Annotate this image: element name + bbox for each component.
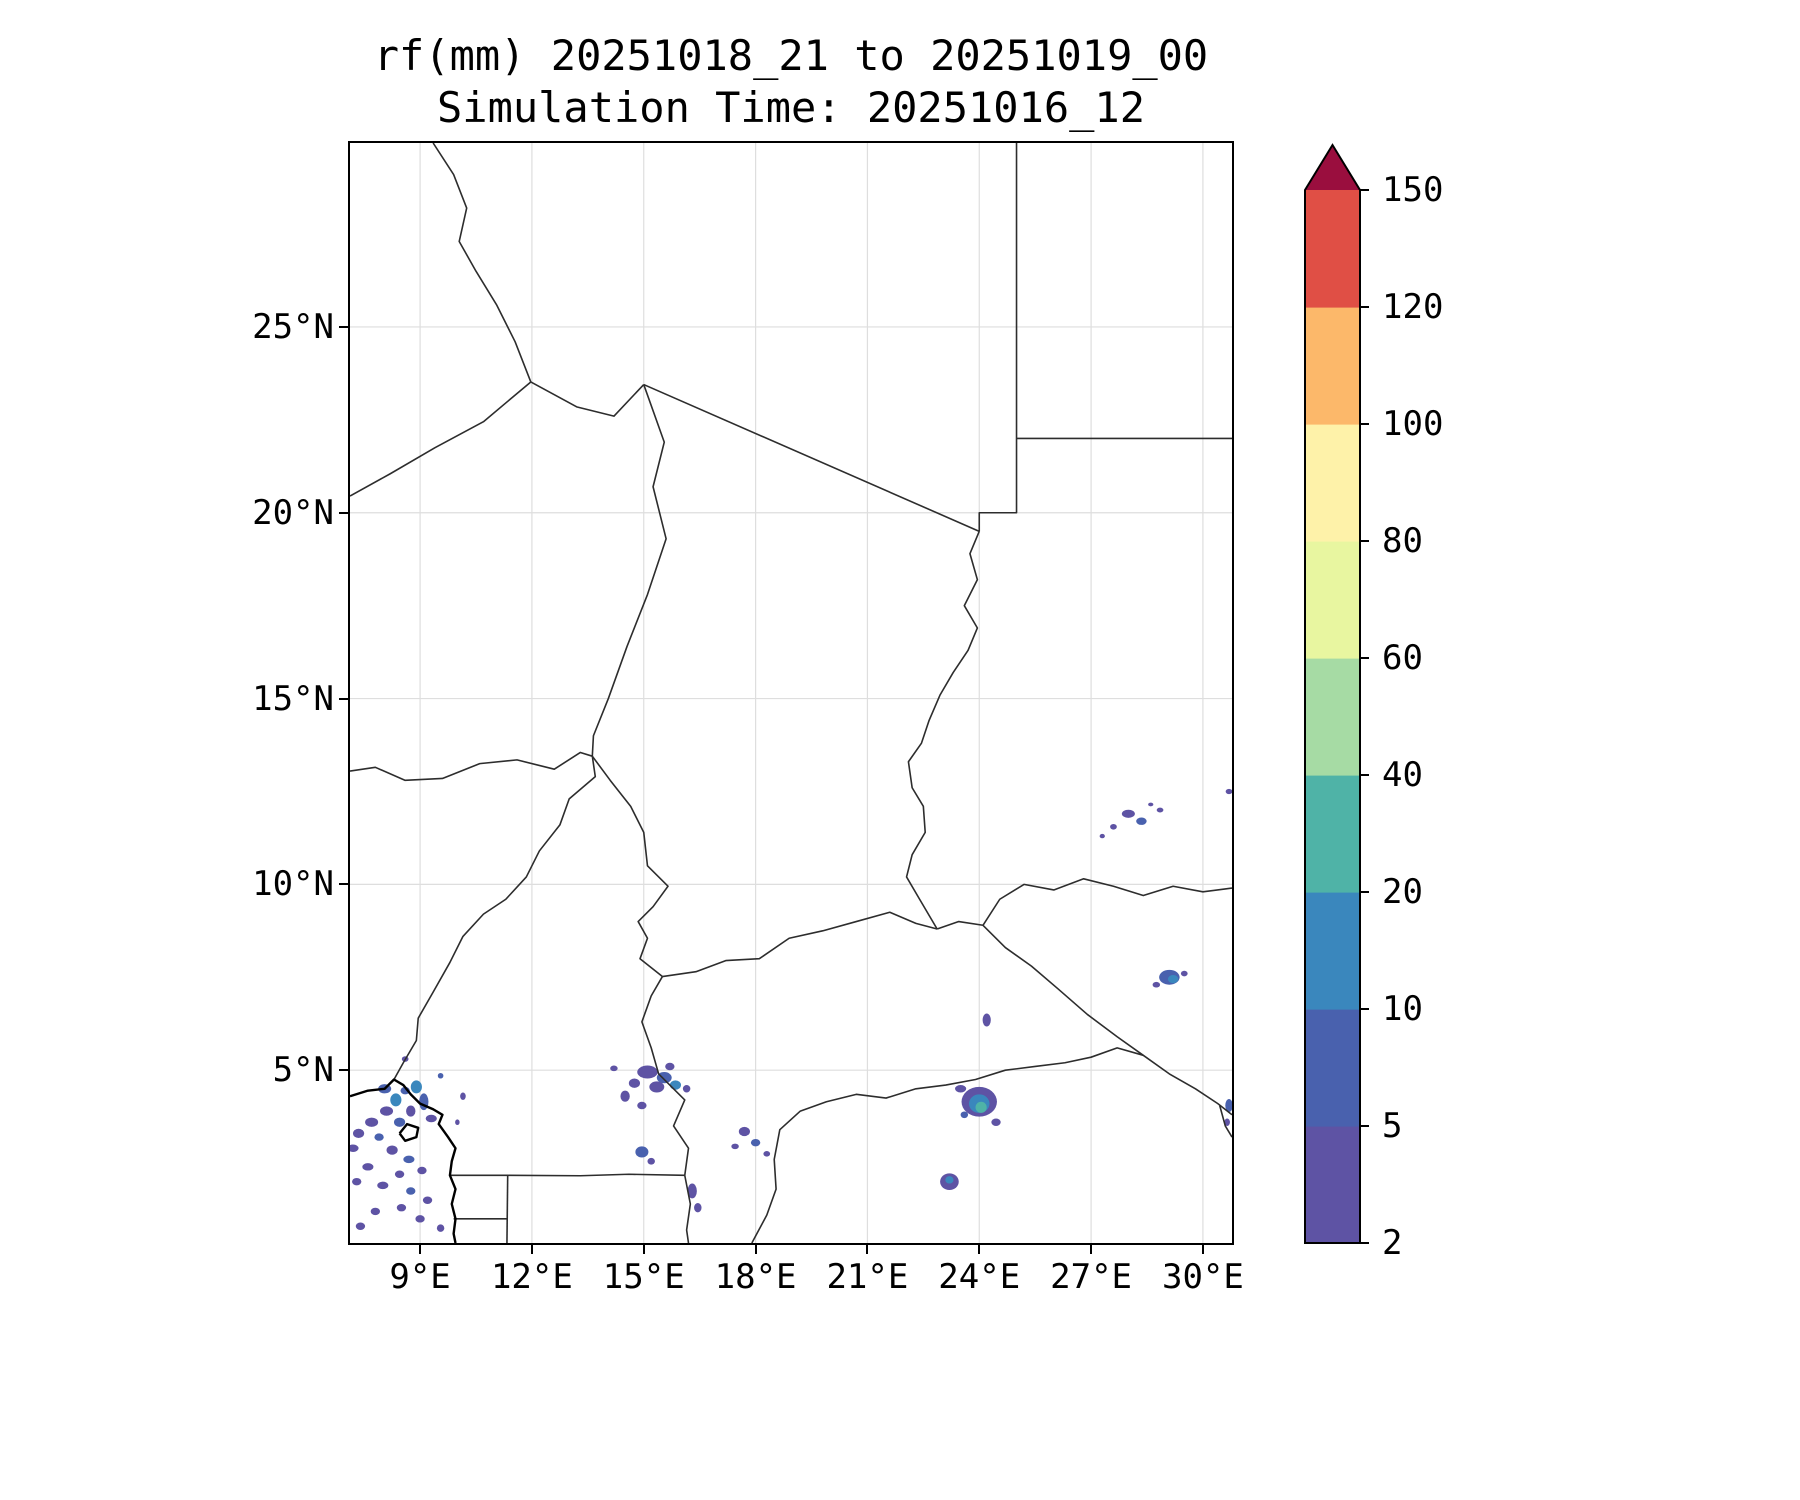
colorbar-tick-label: 150 [1382, 170, 1444, 210]
colorbar-tick-label: 40 [1382, 755, 1423, 795]
x-tick-mark [1201, 1245, 1204, 1254]
x-tick-label: 12°E [490, 1257, 573, 1297]
y-tick-mark [339, 883, 348, 886]
colorbar-bands [1304, 143, 1361, 1244]
colorbar-tick-label: 100 [1382, 404, 1444, 444]
rainfall-cells [350, 788, 1232, 1232]
x-tick-mark [419, 1245, 422, 1254]
colorbar-outline [1304, 143, 1361, 1244]
y-tick-mark [339, 325, 348, 328]
y-tick-label: 20°N [252, 492, 334, 533]
y-tick-label: 25°N [252, 306, 334, 347]
colorbar-tick-label: 120 [1382, 287, 1444, 327]
colorbar-over-arrow [1305, 145, 1360, 190]
x-tick-label: 18°E [714, 1257, 797, 1297]
country-borders [350, 143, 1232, 1243]
y-tick-label: 5°N [272, 1050, 334, 1091]
x-tick-mark [530, 1245, 533, 1254]
colorbar-tick-label: 10 [1382, 989, 1423, 1029]
colorbar-ticks [1360, 189, 1369, 1244]
grid-lines [350, 143, 1232, 1243]
x-tick-label: 30°E [1161, 1257, 1244, 1297]
x-tick-label: 27°E [1050, 1257, 1133, 1297]
coastlines [350, 1078, 457, 1243]
colorbar [1304, 143, 1369, 1244]
x-tick-mark [978, 1245, 981, 1254]
y-tick-mark [339, 697, 348, 700]
y-tick-label: 10°N [252, 864, 334, 905]
chart-subtitle: Simulation Time: 20251016_12 [436, 83, 1146, 132]
colorbar-tick-label: 20 [1382, 872, 1423, 912]
y-tick-mark [339, 1069, 348, 1072]
x-tick-label: 24°E [938, 1257, 1021, 1297]
x-tick-label: 9°E [389, 1257, 451, 1297]
y-tick-label: 15°N [252, 678, 334, 719]
y-tick-mark [339, 511, 348, 514]
x-tick-mark [1090, 1245, 1093, 1254]
x-tick-label: 15°E [602, 1257, 685, 1297]
colorbar-tick-label: 60 [1382, 638, 1423, 678]
x-tick-mark [642, 1245, 645, 1254]
map-plot-area [348, 141, 1234, 1245]
colorbar-tick-label: 2 [1382, 1223, 1403, 1263]
x-tick-label: 21°E [826, 1257, 909, 1297]
colorbar-tick-label: 80 [1382, 521, 1423, 561]
colorbar-tick-label: 5 [1382, 1106, 1403, 1146]
chart-title: rf(mm) 20251018_21 to 20251019_00 [373, 31, 1209, 80]
x-tick-mark [866, 1245, 869, 1254]
x-tick-mark [754, 1245, 757, 1254]
map-canvas [350, 143, 1232, 1243]
